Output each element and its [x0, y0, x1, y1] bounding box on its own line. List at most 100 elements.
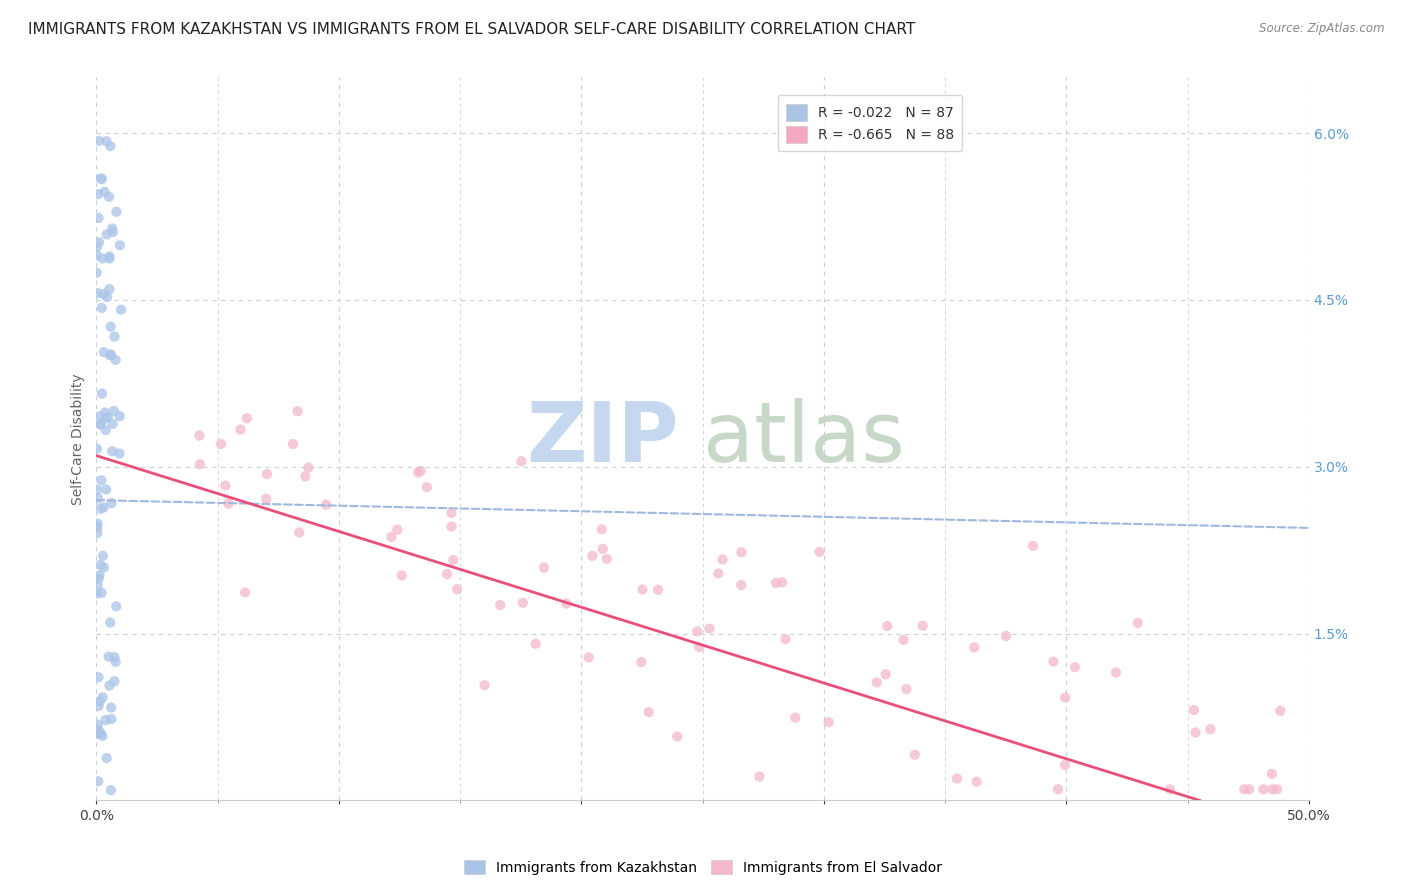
Point: [89, 409, 111, 424]
Point: [474, 678, 496, 692]
Point: [440, 506, 463, 520]
Point: [294, 469, 316, 483]
Point: [218, 497, 240, 511]
Point: [110, 302, 132, 317]
Point: [91, 690, 114, 705]
Point: [380, 530, 402, 544]
Point: [93, 287, 115, 301]
Point: [90, 171, 112, 186]
Point: [91, 252, 114, 266]
Point: [90, 501, 112, 516]
Point: [98, 282, 121, 296]
Text: IMMIGRANTS FROM KAZAKHSTAN VS IMMIGRANTS FROM EL SALVADOR SELF-CARE DISABILITY C: IMMIGRANTS FROM KAZAKHSTAN VS IMMIGRANTS…: [28, 22, 915, 37]
Point: [591, 522, 613, 536]
Point: [409, 464, 432, 478]
Point: [441, 553, 464, 567]
Point: [416, 480, 439, 494]
Point: [686, 624, 709, 639]
Point: [96, 751, 118, 765]
Point: [103, 404, 125, 418]
Point: [592, 541, 614, 556]
Point: [87, 699, 110, 714]
Point: [785, 711, 807, 725]
Point: [765, 576, 787, 591]
Point: [94, 713, 117, 727]
Point: [1182, 703, 1205, 717]
Point: [489, 598, 512, 612]
Point: [995, 629, 1018, 643]
Point: [581, 549, 603, 563]
Point: [533, 560, 555, 574]
Point: [100, 319, 122, 334]
Point: [94, 405, 117, 419]
Point: [90, 474, 112, 488]
Point: [89, 417, 111, 431]
Point: [101, 221, 124, 235]
Point: [94, 483, 117, 497]
Point: [98, 250, 121, 264]
Point: [87, 134, 110, 148]
Point: [1042, 655, 1064, 669]
Point: [1105, 665, 1128, 680]
Point: [875, 667, 897, 681]
Point: [87, 211, 110, 225]
Point: [105, 599, 128, 614]
Point: [631, 582, 654, 597]
Point: [904, 747, 927, 762]
Point: [817, 715, 839, 730]
Point: [100, 712, 122, 726]
Point: [98, 615, 121, 630]
Point: [524, 637, 547, 651]
Point: [288, 525, 311, 540]
Point: [188, 428, 211, 442]
Point: [440, 519, 463, 533]
Point: [707, 566, 730, 581]
Point: [86, 266, 108, 280]
Point: [86, 586, 108, 600]
Point: [688, 640, 710, 655]
Point: [86, 483, 108, 497]
Point: [406, 466, 429, 480]
Point: [391, 568, 413, 582]
Point: [98, 679, 121, 693]
Point: [1126, 615, 1149, 630]
Point: [775, 632, 797, 647]
Point: [281, 437, 304, 451]
Point: [236, 411, 259, 425]
Point: [1063, 660, 1085, 674]
Point: [86, 520, 108, 534]
Point: [86, 442, 108, 456]
Point: [637, 705, 659, 719]
Point: [98, 190, 121, 204]
Point: [87, 235, 110, 250]
Point: [108, 447, 131, 461]
Point: [297, 460, 319, 475]
Point: [90, 586, 112, 600]
Point: [100, 783, 122, 797]
Point: [699, 622, 721, 636]
Point: [256, 467, 278, 482]
Text: atlas: atlas: [703, 399, 904, 479]
Point: [946, 772, 969, 786]
Point: [1233, 782, 1256, 797]
Point: [108, 409, 131, 424]
Point: [808, 545, 831, 559]
Point: [86, 239, 108, 253]
Point: [90, 726, 112, 740]
Point: [96, 290, 118, 304]
Point: [87, 187, 110, 202]
Point: [893, 632, 915, 647]
Point: [101, 417, 124, 431]
Text: Source: ZipAtlas.com: Source: ZipAtlas.com: [1260, 22, 1385, 36]
Point: [1159, 782, 1181, 797]
Text: ZIP: ZIP: [526, 399, 678, 479]
Point: [89, 417, 111, 432]
Point: [578, 650, 600, 665]
Point: [1237, 782, 1260, 797]
Point: [87, 670, 110, 684]
Point: [100, 700, 122, 714]
Point: [647, 582, 669, 597]
Point: [91, 729, 114, 743]
Point: [86, 248, 108, 262]
Point: [89, 558, 111, 572]
